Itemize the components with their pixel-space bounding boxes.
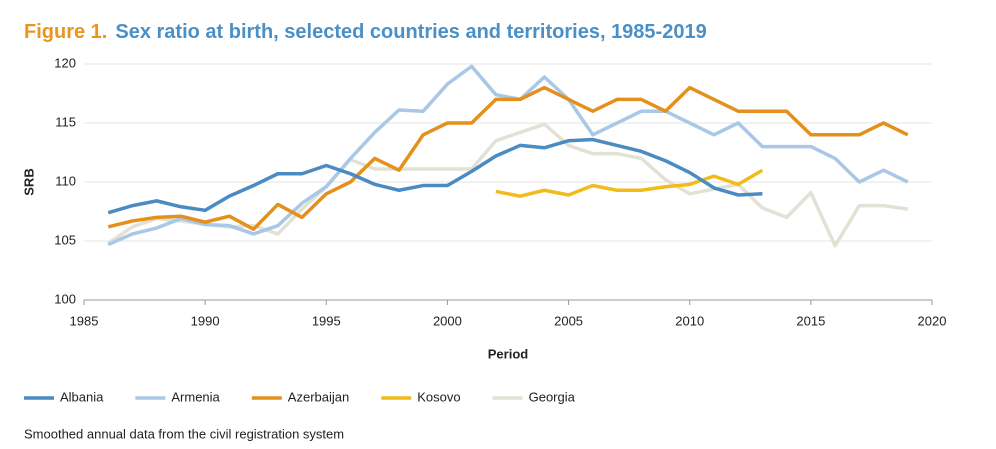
y-tick-label: 110 [55,173,76,188]
x-tick-label: 1990 [191,313,220,328]
footnote: Smoothed annual data from the civil regi… [24,426,344,441]
x-tick-label: 1985 [70,313,99,328]
y-tick-label: 100 [54,291,76,306]
chart-title: Figure 1. Sex ratio at birth, selected co… [24,21,707,43]
y-axis-label: SRB [21,168,36,195]
x-tick-label: 1995 [312,313,341,328]
y-tick-label: 115 [55,114,76,129]
series-line [495,168,764,198]
y-tick-label: 120 [54,55,76,70]
legend-label: Azerbaijan [288,389,349,404]
x-tick-label: 2005 [554,313,583,328]
legend-label: Albania [60,389,104,404]
legend-label: Armenia [171,389,220,404]
series-line [107,122,909,248]
x-tick-label: 2000 [433,313,462,328]
series-line [107,137,763,215]
legend-label: Georgia [529,389,576,404]
title-text: Sex ratio at birth, selected countries a… [115,21,706,43]
x-tick-label: 2015 [796,313,825,328]
series-line [107,64,909,247]
legend-label: Kosovo [417,389,460,404]
y-tick-label: 105 [54,232,76,247]
x-tick-label: 2020 [918,313,947,328]
x-axis-label: Period [488,346,529,361]
figure-label: Figure 1. [24,21,107,43]
series-line [107,85,909,231]
x-tick-label: 2010 [675,313,704,328]
